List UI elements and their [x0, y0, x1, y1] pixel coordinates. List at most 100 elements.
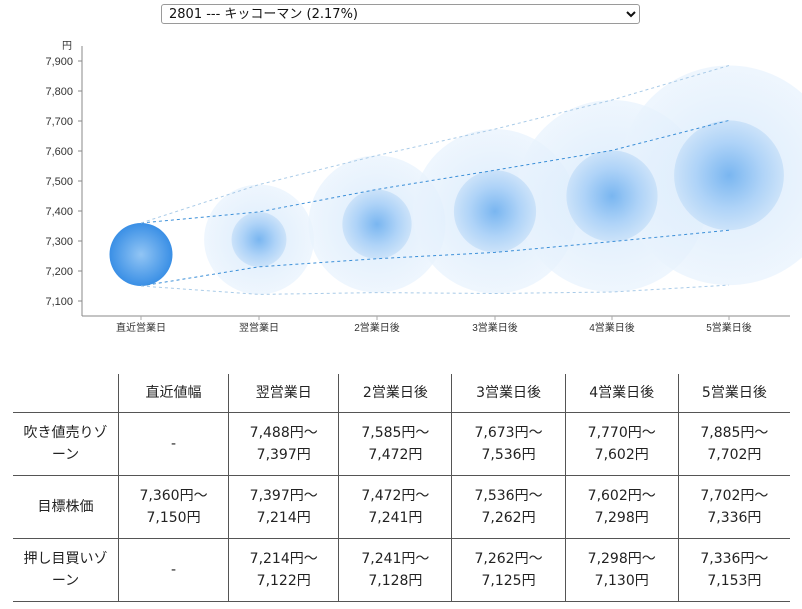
zone-cell-line: 7,472円〜 [361, 488, 430, 504]
target-range-bubble [674, 120, 784, 231]
target-range-bubble [453, 170, 537, 253]
table-corner-cell [13, 374, 119, 413]
target-range-bubble [342, 189, 412, 259]
zone-cell-line: 7,214円 [256, 510, 311, 526]
y-tick-label: 7,700 [45, 116, 73, 128]
zone-cell-line: 7,397円〜 [249, 488, 318, 504]
zone-cell-line: 7,130円 [594, 573, 649, 589]
row-label-line: ーン [51, 573, 80, 589]
y-tick-label: 7,400 [45, 206, 73, 218]
target-lower-line [140, 229, 730, 287]
x-tick-label: 5営業日後 [706, 321, 752, 334]
row-label: 目標株価 [13, 475, 119, 539]
x-tick-label: 直近営業日 [116, 321, 166, 334]
x-tick-label: 翌営業日 [239, 321, 279, 334]
zone-cell: 7,536円〜 7,262円 [451, 475, 566, 539]
target-range-bubble [566, 150, 658, 242]
y-tick-label: 7,200 [45, 266, 73, 278]
zone-cell-line: 7,262円 [481, 510, 536, 526]
zone-cell: 7,488円〜 7,397円 [228, 412, 340, 476]
zone-cell-line: - [171, 436, 177, 452]
zone-cell: - [117, 538, 230, 602]
target-range-bubble [109, 223, 173, 286]
zone-table: 直近値幅 翌営業日 2営業日後 3営業日後 4営業日後 5営業日後 吹き値売りゾ… [13, 374, 790, 602]
y-tick-label: 7,600 [45, 146, 73, 158]
zone-cell-line: 7,122円 [256, 573, 311, 589]
row-label: 押し目買いゾ ーン [13, 538, 119, 602]
zone-cell-line: 7,536円〜 [474, 488, 543, 504]
outer-lower-line [140, 284, 730, 295]
zone-cell: 7,262円〜 7,125円 [451, 538, 566, 602]
table-header-row: 直近値幅 翌営業日 2営業日後 3営業日後 4営業日後 5営業日後 [13, 374, 790, 413]
table-row: 吹き値売りゾ ーン - 7,488円〜 7,397円 7,585円〜 7,472円 7,673… [13, 412, 790, 476]
zone-cell: 7,585円〜 7,472円 [338, 412, 453, 476]
stock-selector[interactable]: 2801 --- キッコーマン (2.17%) [161, 4, 640, 24]
zone-cell-line: 7,702円〜 [700, 488, 769, 504]
zone-cell-line: 7,360円〜 [139, 488, 208, 504]
zone-cell: 7,770円〜 7,602円 [564, 412, 679, 476]
zone-cell-line: 7,488円〜 [249, 425, 318, 441]
col-header: 5営業日後 [677, 374, 790, 413]
zone-cell-line: 7,702円 [707, 447, 762, 463]
col-header: 2営業日後 [338, 374, 453, 413]
zone-cell-line: 7,298円 [594, 510, 649, 526]
zone-cell-line: 7,150円 [146, 510, 201, 526]
zone-cell-line: 7,602円 [594, 447, 649, 463]
target-range-bubbles [109, 120, 784, 286]
zone-cell-line: 7,673円〜 [474, 425, 543, 441]
zone-cell: 7,472円〜 7,241円 [338, 475, 453, 539]
row-label: 吹き値売りゾ ーン [13, 412, 119, 476]
target-range-bubble [231, 212, 287, 267]
zone-cell: 7,298円〜 7,130円 [564, 538, 679, 602]
zone-cell-line: 7,214円〜 [249, 551, 318, 567]
zone-cell: 7,673円〜 7,536円 [451, 412, 566, 476]
col-header: 4営業日後 [564, 374, 679, 413]
range-lines [140, 65, 730, 295]
zone-cell: 7,241円〜 7,128円 [338, 538, 453, 602]
outer-upper-line [140, 65, 730, 224]
zone-cell: 7,360円〜 7,150円 [117, 475, 230, 539]
zone-cell-line: 7,536円 [481, 447, 536, 463]
x-tick-label: 3営業日後 [472, 321, 518, 334]
x-tick-label: 2営業日後 [354, 321, 400, 334]
zone-cell-line: 7,262円〜 [474, 551, 543, 567]
row-label-line: 押し目買いゾ [23, 551, 108, 567]
y-tick-label: 7,100 [45, 296, 73, 308]
zone-cell-line: 7,770円〜 [587, 425, 656, 441]
zone-cell-line: 7,125円 [481, 573, 536, 589]
zone-cell: 7,702円〜 7,336円 [677, 475, 790, 539]
x-tick-label: 4営業日後 [589, 321, 635, 334]
col-header: 3営業日後 [451, 374, 566, 413]
zone-cell-line: 7,241円 [368, 510, 423, 526]
y-tick-labels: 7,100 7,200 7,300 7,400 7,500 7,600 7,700 7,800… [45, 56, 82, 308]
zone-cell-line: 7,153円 [707, 573, 762, 589]
row-label-line: 目標株価 [37, 499, 94, 515]
zone-cell-line: - [171, 562, 177, 578]
y-unit-label: 円 [62, 41, 72, 52]
zone-cell-line: 7,585円〜 [361, 425, 430, 441]
zone-cell-line: 7,128円 [368, 573, 423, 589]
row-label-line: 吹き値売りゾ [23, 425, 108, 441]
zone-cell-line: 7,885円〜 [700, 425, 769, 441]
zone-cell: 7,214円〜 7,122円 [228, 538, 340, 602]
zone-cell: 7,397円〜 7,214円 [228, 475, 340, 539]
y-tick-label: 7,300 [45, 236, 73, 248]
target-upper-line [140, 119, 730, 224]
zone-cell-line: 7,336円〜 [700, 551, 769, 567]
col-header: 翌営業日 [228, 374, 340, 413]
zone-cell-line: 7,397円 [256, 447, 311, 463]
zone-cell-line: 7,602円〜 [587, 488, 656, 504]
row-label-line: ーン [51, 447, 80, 463]
y-tick-label: 7,800 [45, 86, 73, 98]
zone-cell-line: 7,298円〜 [587, 551, 656, 567]
zone-cell-line: 7,241円〜 [361, 551, 430, 567]
col-header: 直近値幅 [117, 374, 230, 413]
zone-cell: 7,336円〜 7,153円 [677, 538, 790, 602]
y-tick-label: 7,900 [45, 56, 73, 68]
zone-cell-line: 7,336円 [707, 510, 762, 526]
table-row: 押し目買いゾ ーン - 7,214円〜 7,122円 7,241円〜 7,128円 7,262… [13, 538, 790, 602]
zone-cell: - [117, 412, 230, 476]
y-tick-label: 7,500 [45, 176, 73, 188]
table-row: 目標株価 7,360円〜 7,150円 7,397円〜 7,214円 7,472円〜 7,2… [13, 475, 790, 539]
forecast-bubble-chart: 円 7,100 7,200 7,300 7,400 7,500 7,600 7,700 7,8… [45, 41, 802, 334]
